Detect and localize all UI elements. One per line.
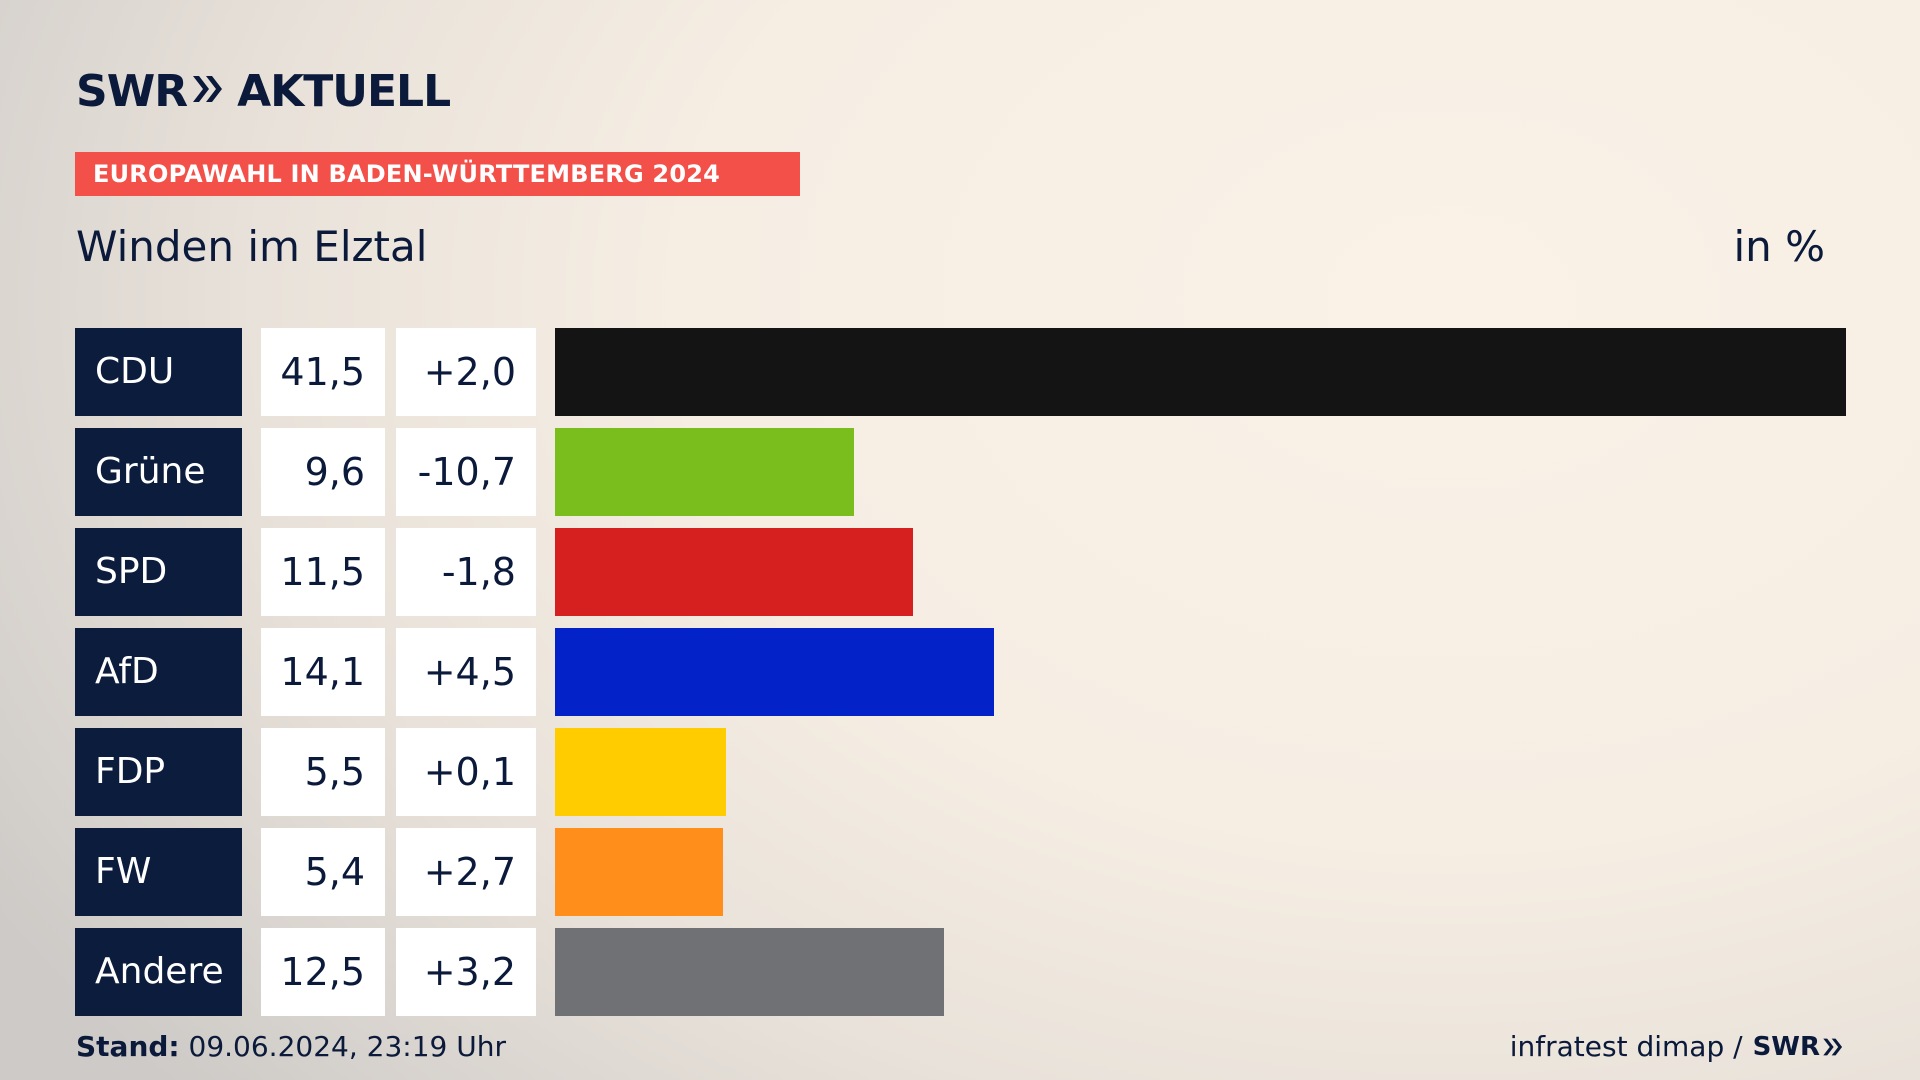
brand-swr: SWR [76,66,188,117]
vote-share-bar [555,628,994,716]
result-row: AfD 14,1 +4,5 [75,628,1846,716]
vote-change-value: +2,0 [396,328,536,416]
result-row: Andere 12,5 +3,2 [75,928,1846,1016]
double-chevron-icon [191,66,225,117]
vote-share-value: 11,5 [261,528,385,616]
results-chart: CDU 41,5 +2,0 Grüne 9,6 -10,7 SPD 11,5 -1,8 AfD 14… [75,328,1846,1028]
party-label: AfD [75,628,242,716]
brand-aktuell: AKTUELL [237,66,451,117]
vote-share-bar [555,428,854,516]
vote-share-bar [555,528,913,616]
vote-change-value: -1,8 [396,528,536,616]
municipality-title: Winden im Elztal [76,222,428,271]
result-row: Grüne 9,6 -10,7 [75,428,1846,516]
party-label: Grüne [75,428,242,516]
stand-value: 09.06.2024, 23:19 Uhr [179,1030,506,1063]
vote-share-bar [555,328,1846,416]
vote-share-value: 41,5 [261,328,385,416]
party-label: SPD [75,528,242,616]
vote-share-value: 9,6 [261,428,385,516]
vote-share-bar [555,928,944,1016]
party-label: CDU [75,328,242,416]
vote-share-value: 5,4 [261,828,385,916]
source-text: infratest dimap / [1509,1030,1743,1063]
vote-share-bar [555,828,723,916]
result-row: FDP 5,5 +0,1 [75,728,1846,816]
result-row: SPD 11,5 -1,8 [75,528,1846,616]
result-row: FW 5,4 +2,7 [75,828,1846,916]
vote-share-value: 14,1 [261,628,385,716]
vote-share-bar [555,728,726,816]
result-row: CDU 41,5 +2,0 [75,328,1846,416]
unit-label: in % [1733,222,1825,271]
source-credit: infratest dimap / SWR [1510,1030,1844,1063]
vote-share-value: 12,5 [261,928,385,1016]
double-chevron-icon [1823,1038,1843,1055]
vote-change-value: +4,5 [396,628,536,716]
swr-aktuell-logo: SWR AKTUELL [76,66,451,117]
vote-change-value: +0,1 [396,728,536,816]
stand-label: Stand: [76,1030,180,1063]
vote-change-value: +2,7 [396,828,536,916]
source-brand: SWR [1752,1031,1820,1062]
election-banner: EUROPAWAHL IN BADEN-WÜRTTEMBERG 2024 [75,152,800,196]
party-label: FW [75,828,242,916]
vote-share-value: 5,5 [261,728,385,816]
swr-mini-logo: SWR [1753,1032,1844,1062]
timestamp: Stand: 09.06.2024, 23:19 Uhr [76,1030,506,1063]
vote-change-value: +3,2 [396,928,536,1016]
vote-change-value: -10,7 [396,428,536,516]
party-label: Andere [75,928,242,1016]
party-label: FDP [75,728,242,816]
